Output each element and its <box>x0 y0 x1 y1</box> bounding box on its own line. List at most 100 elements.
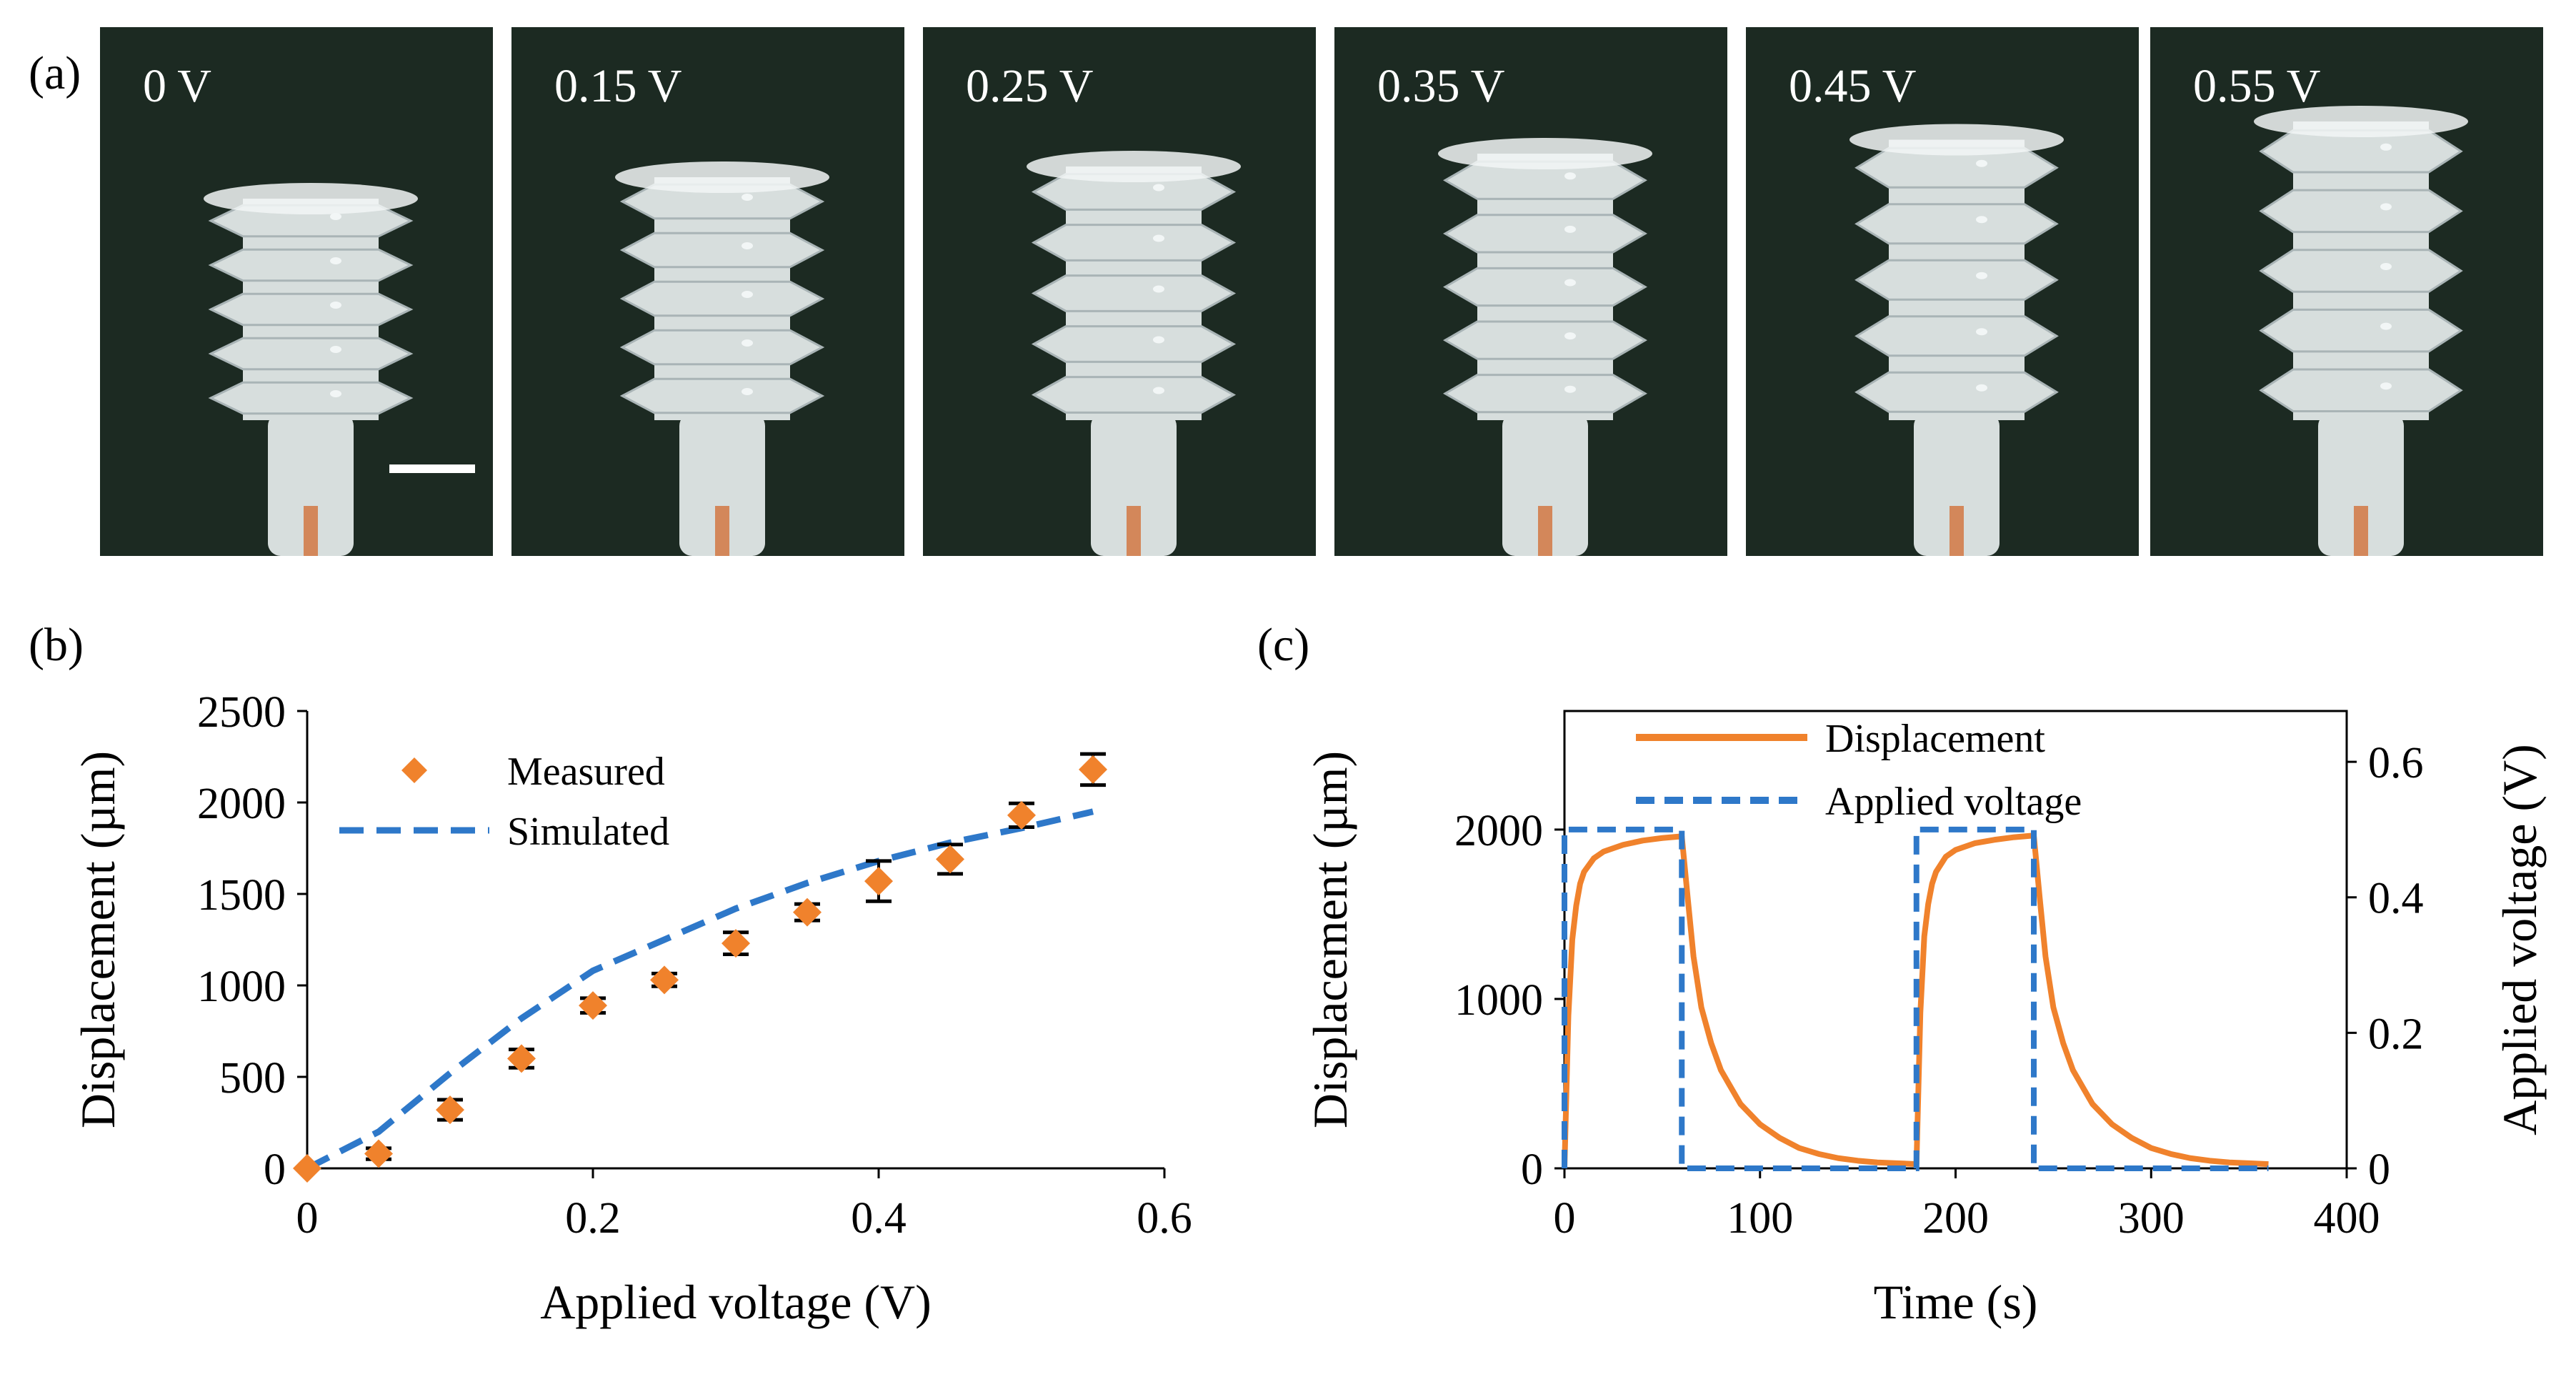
bellows-cap <box>615 161 829 193</box>
voltage-label: 0.25 V <box>966 60 1094 112</box>
x-axis-title: Applied voltage (V) <box>540 1275 932 1329</box>
bellows-ridge <box>1031 376 1237 414</box>
highlight <box>1153 387 1164 394</box>
applied-voltage-line <box>1562 826 2269 1171</box>
x-tick-label: 0.6 <box>1137 1194 1192 1243</box>
highlight <box>1153 234 1164 242</box>
measured-point <box>936 845 964 874</box>
photo-025v: 0.25 V <box>923 27 1316 556</box>
chart-b-voltage-displacement: 0 500 1000 1500 2000 2500 0 0.2 0.4 0.6 Applied vo… <box>71 688 1192 1329</box>
measured-point <box>507 1044 536 1073</box>
highlight <box>1153 184 1164 192</box>
actuator-illustration <box>923 27 1316 556</box>
y-tick-label: 2000 <box>197 780 286 828</box>
bellows-ridge <box>619 280 825 317</box>
highlight <box>742 194 753 201</box>
photo-055v: 0.55 V <box>2150 27 2543 556</box>
highlight <box>1976 216 1987 224</box>
bellows-ridge <box>1854 371 2059 413</box>
bellows-ridge <box>1031 274 1237 312</box>
chart-c-time-response: 0 1000 2000 0 0.2 0.4 0.6 0 100 200 300 400 Time (s)… <box>1303 710 2547 1329</box>
bellows-ridge <box>619 232 825 269</box>
actuator-illustration <box>2150 27 2543 556</box>
highlight <box>742 242 753 249</box>
bellows-ridge <box>1443 214 1647 254</box>
x-tick-label: 0 <box>1554 1194 1576 1243</box>
highlight <box>330 213 341 220</box>
panel-a-label: (a) <box>29 47 81 99</box>
highlight <box>330 390 341 397</box>
bellows-ridge <box>1854 203 2059 245</box>
actuator-stem <box>1914 413 2000 556</box>
actuator-stem <box>1091 413 1177 556</box>
wire-tip <box>715 506 729 556</box>
measured-point <box>436 1095 464 1125</box>
highlight <box>1564 332 1576 340</box>
measured-point <box>579 991 607 1020</box>
actuator-illustration <box>100 27 493 556</box>
bellows-ridge <box>1031 224 1237 262</box>
actuator-stem <box>2318 413 2404 556</box>
panel-b-label: (b) <box>29 619 84 671</box>
legend-label-measured: Measured <box>507 750 665 794</box>
bellows-ridge <box>2259 249 2463 293</box>
y-tick-label: 1000 <box>197 963 286 1011</box>
wire-tip <box>304 506 318 556</box>
highlight <box>1976 272 1987 279</box>
y-tick-label: 1500 <box>197 871 286 920</box>
highlight <box>742 339 753 347</box>
bellows-ridge <box>208 248 414 282</box>
highlight <box>2380 382 2392 390</box>
x-tick-label: 300 <box>2118 1194 2185 1243</box>
measured-point <box>364 1139 393 1168</box>
panel-c-label: (c) <box>1257 619 1310 671</box>
highlight <box>330 346 341 353</box>
highlight <box>2380 263 2392 270</box>
y-tick-label: 500 <box>219 1054 286 1103</box>
highlight <box>1976 159 1987 167</box>
highlight <box>2380 203 2392 211</box>
voltage-label: 0.15 V <box>554 60 682 112</box>
highlight <box>742 291 753 298</box>
bellows-cap <box>1849 124 2064 156</box>
bellows-cap <box>204 183 418 214</box>
highlight <box>1564 385 1576 393</box>
bellows-ridge <box>208 337 414 371</box>
bellows-ridge <box>1443 267 1647 307</box>
actuator-stem <box>1502 413 1588 556</box>
y-tick-label: 0 <box>264 1145 286 1194</box>
bellows-ridge <box>1854 315 2059 357</box>
y-tick-label: 2000 <box>1454 807 1543 855</box>
measured-point <box>722 929 750 958</box>
measured-point <box>293 1154 321 1183</box>
bellows-ridge <box>2259 368 2463 412</box>
highlight <box>1564 172 1576 180</box>
bellows-cap <box>2254 106 2468 137</box>
measured-point <box>1079 755 1107 784</box>
x-tick-label: 100 <box>1727 1194 1793 1243</box>
bellows-ridge <box>1854 259 2059 301</box>
bellows-ridge <box>1031 325 1237 363</box>
actuator-illustration <box>1334 27 1727 556</box>
x-tick-label: 400 <box>2314 1194 2380 1243</box>
displacement-line <box>1562 832 2269 1169</box>
simulated-line <box>305 808 1094 1172</box>
actuator-stem <box>268 413 354 556</box>
actuator-illustration <box>1746 27 2139 556</box>
photo-045v: 0.45 V <box>1746 27 2139 556</box>
x-tick-label: 0.4 <box>851 1194 907 1243</box>
measured-point <box>864 867 893 896</box>
y2-tick-label: 0.4 <box>2368 875 2424 923</box>
photo-0v: 0 V <box>100 27 493 556</box>
voltage-label: 0.45 V <box>1789 60 1917 112</box>
photo-015v: 0.15 V <box>511 27 904 556</box>
highlight <box>1564 279 1576 287</box>
legend-label-applied-voltage: Applied voltage <box>1825 780 2082 824</box>
bellows-ridge <box>2259 189 2463 234</box>
legend-label-displacement: Displacement <box>1825 717 2045 761</box>
highlight <box>1976 328 1987 336</box>
wire-tip <box>1127 506 1141 556</box>
highlight <box>1153 285 1164 293</box>
measured-point <box>1007 800 1036 830</box>
highlight <box>1153 336 1164 344</box>
